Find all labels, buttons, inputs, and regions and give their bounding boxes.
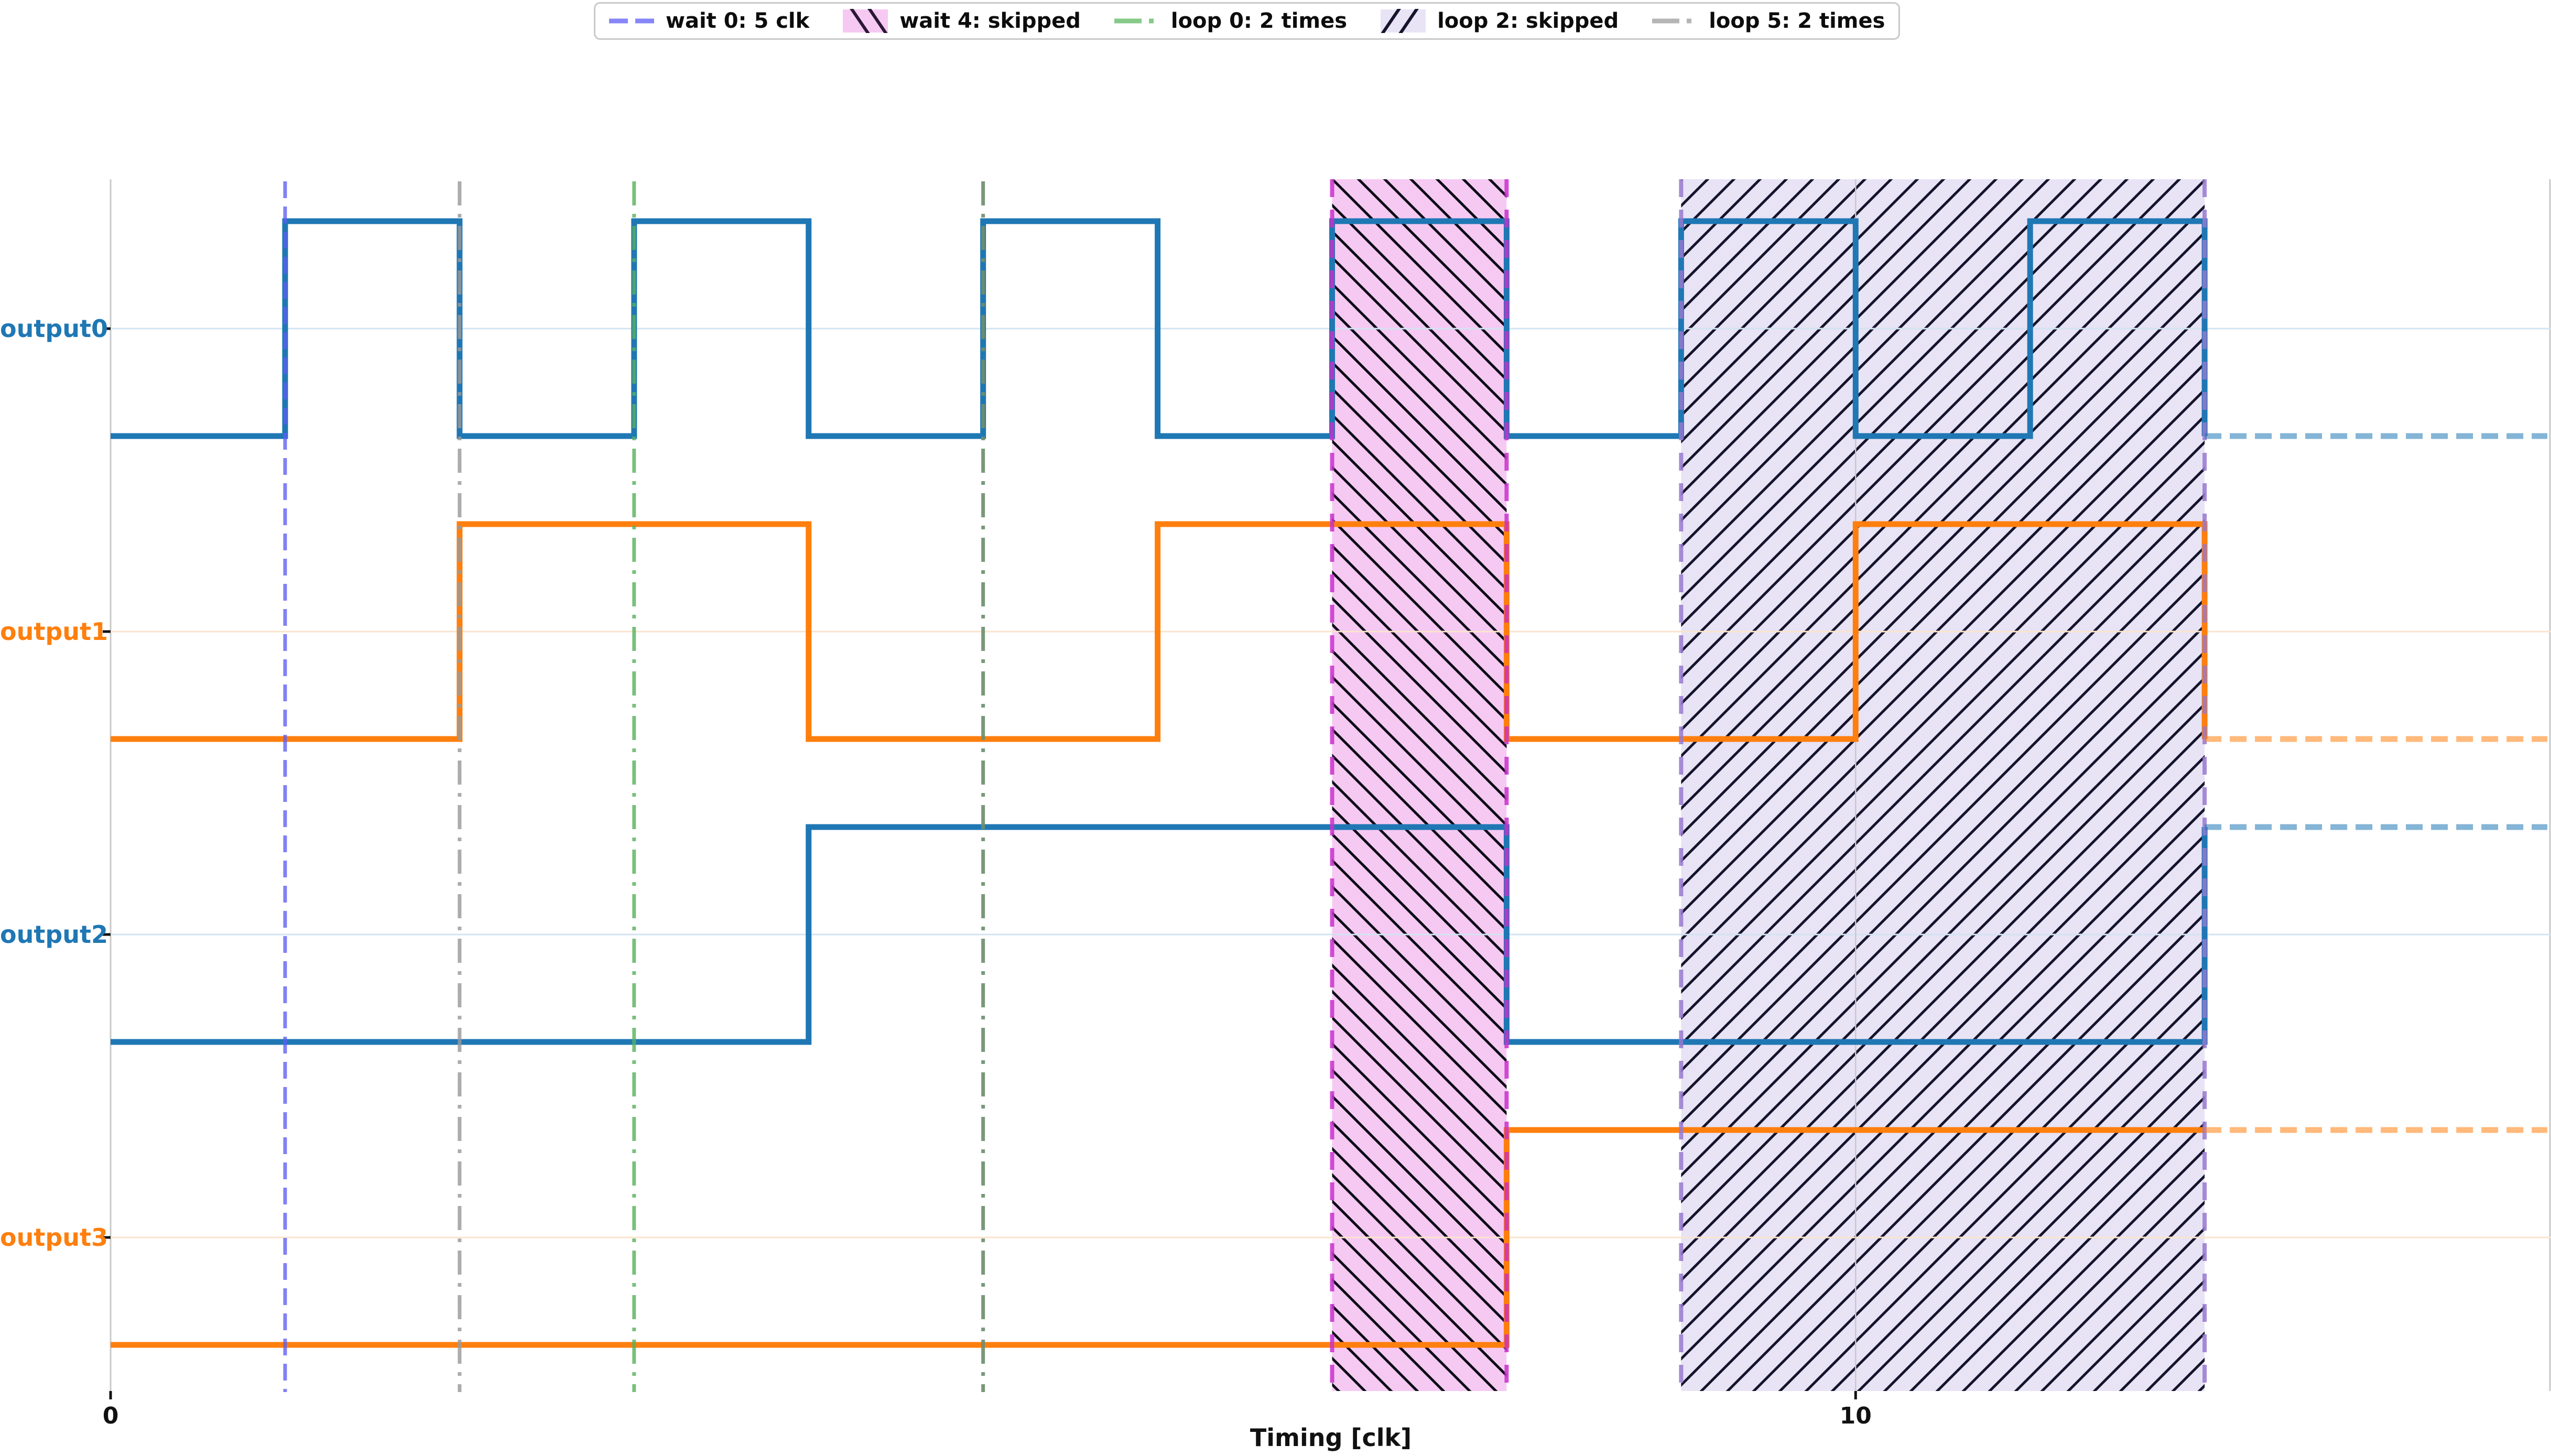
y-label-output3: output3: [0, 1223, 108, 1252]
legend-item: loop 5: 2 times: [1652, 9, 1885, 33]
legend-item: loop 2: skipped: [1381, 9, 1619, 33]
waveform-output1: [111, 521, 2208, 742]
waveform-output0: [111, 218, 2208, 439]
waveform-output3: [111, 1127, 2205, 1348]
y-label-output2: output2: [0, 920, 108, 949]
legend-item: wait 0: 5 clk: [609, 9, 809, 33]
legend-label: wait 0: 5 clk: [666, 9, 810, 33]
region-hatch-wait4-skipped: [1332, 179, 1507, 1391]
dashdot-line-swatch-icon: [1652, 18, 1698, 24]
dashed-line-swatch-icon: [609, 18, 654, 24]
x-axis-title: Timing [clk]: [1250, 1424, 1412, 1452]
dashdot-line-swatch-icon: [1114, 18, 1159, 24]
region-hatch-loop2-skipped: [1681, 179, 2205, 1391]
x-tick-label-0: 0: [102, 1403, 119, 1429]
legend-label: wait 4: skipped: [899, 9, 1081, 33]
hatched-patch-swatch-icon: [843, 9, 888, 33]
legend-label: loop 2: skipped: [1437, 9, 1619, 33]
y-label-output0: output0: [0, 314, 108, 343]
legend-item: wait 4: skipped: [843, 9, 1081, 33]
y-label-output1: output1: [0, 617, 108, 646]
hatched-patch-swatch-icon: [1381, 9, 1426, 33]
x-tick-label-10: 10: [1839, 1403, 1872, 1429]
legend-item: loop 0: 2 times: [1114, 9, 1347, 33]
legend-label: loop 5: 2 times: [1709, 9, 1885, 33]
legend: wait 0: 5 clk wait 4: skipped loop 0: 2 ti…: [594, 2, 1901, 40]
legend-label: loop 0: 2 times: [1170, 9, 1348, 33]
